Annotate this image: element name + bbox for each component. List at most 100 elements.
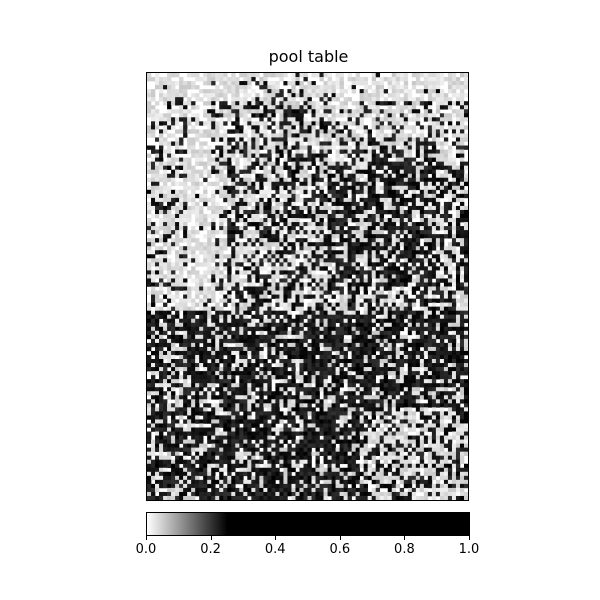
heatmap-cell <box>155 213 160 219</box>
heatmap-cell <box>383 322 389 328</box>
heatmap-cell <box>327 73 332 78</box>
heatmap-cell <box>151 77 156 82</box>
heatmap-cell <box>455 173 461 179</box>
heatmap-cell <box>391 201 397 207</box>
heatmap-cell <box>435 306 441 311</box>
heatmap-cell <box>327 282 332 287</box>
heatmap-cell <box>447 302 453 307</box>
heatmap-cell <box>371 181 377 187</box>
heatmap-cell <box>359 367 364 372</box>
heatmap-cell <box>363 334 368 340</box>
heatmap-cell <box>431 322 437 328</box>
heatmap-cell <box>419 101 425 106</box>
heatmap-cell <box>215 314 220 320</box>
heatmap-cell <box>271 197 276 203</box>
heatmap-cell <box>451 141 457 146</box>
heatmap-cell <box>243 318 248 324</box>
heatmap-cell <box>399 177 405 183</box>
heatmap-cell <box>459 363 465 368</box>
heatmap-cell <box>359 137 364 142</box>
heatmap-cell <box>367 250 372 255</box>
heatmap-cell <box>211 359 216 364</box>
heatmap-cell <box>427 322 433 328</box>
heatmap-cell <box>359 113 364 118</box>
heatmap-cell <box>447 213 453 219</box>
heatmap-cell <box>175 189 180 195</box>
heatmap-cell <box>319 105 324 110</box>
heatmap-cell <box>307 189 312 195</box>
heatmap-cell <box>219 254 224 259</box>
heatmap-cell <box>219 262 224 267</box>
heatmap-cell <box>371 153 377 158</box>
heatmap-cell <box>239 342 244 348</box>
heatmap-cell <box>251 185 256 191</box>
heatmap-cell <box>279 77 284 82</box>
heatmap-cell <box>443 346 449 352</box>
heatmap-cell <box>159 89 164 94</box>
heatmap-cell <box>171 125 176 130</box>
heatmap-cell <box>159 330 164 336</box>
heatmap-cell <box>375 101 381 106</box>
heatmap-cell <box>155 137 160 142</box>
heatmap-cell <box>327 117 332 122</box>
heatmap-cell <box>295 294 300 299</box>
heatmap-cell <box>255 246 260 251</box>
heatmap-cell <box>155 258 160 263</box>
heatmap-cell <box>323 226 328 231</box>
heatmap-cell <box>295 209 300 215</box>
heatmap-cell <box>395 318 401 324</box>
heatmap-cell <box>243 153 248 158</box>
heatmap-cell <box>163 238 168 243</box>
heatmap-cell <box>339 290 344 295</box>
heatmap-cell <box>183 334 188 340</box>
heatmap-cell <box>271 274 276 279</box>
heatmap-cell <box>375 209 381 215</box>
heatmap-cell <box>427 274 433 279</box>
heatmap-cell <box>403 302 409 307</box>
heatmap-cell <box>219 185 224 191</box>
heatmap-cell <box>355 318 360 324</box>
heatmap-cell <box>203 101 208 106</box>
heatmap-cell <box>343 97 348 102</box>
heatmap-cell <box>331 218 336 223</box>
heatmap-cell <box>375 294 381 299</box>
heatmap-cell <box>307 350 312 356</box>
heatmap-cell <box>371 230 377 235</box>
heatmap-cell <box>235 117 240 122</box>
heatmap-cell <box>191 230 196 235</box>
heatmap-cell <box>259 161 264 166</box>
heatmap-cell <box>159 218 164 223</box>
heatmap-cell <box>415 177 421 183</box>
heatmap-cell <box>319 246 324 251</box>
heatmap-cell <box>247 189 252 195</box>
heatmap-cell <box>379 266 385 271</box>
heatmap-cell <box>363 137 368 142</box>
heatmap-cell <box>363 153 368 158</box>
heatmap-cell <box>155 173 160 179</box>
heatmap-cell <box>439 185 445 191</box>
heatmap-cell <box>151 129 156 134</box>
heatmap-cell <box>383 222 389 227</box>
heatmap-cell <box>415 350 421 356</box>
heatmap-cell <box>243 354 248 360</box>
heatmap-cell <box>239 270 244 275</box>
heatmap-cell <box>219 89 224 94</box>
heatmap-cell <box>287 330 292 336</box>
heatmap-cell <box>251 153 256 158</box>
heatmap-cell <box>367 197 372 203</box>
heatmap-cell <box>363 222 368 227</box>
heatmap-cell <box>299 109 304 114</box>
heatmap-cell <box>259 230 264 235</box>
heatmap-cell <box>211 290 216 295</box>
heatmap-cell <box>339 242 344 247</box>
heatmap-cell <box>183 318 188 324</box>
heatmap-cell <box>271 81 276 86</box>
heatmap-cell <box>331 322 336 328</box>
heatmap-cell <box>427 262 433 267</box>
heatmap-cell <box>219 149 224 154</box>
heatmap-cell <box>327 258 332 263</box>
heatmap-cell <box>175 213 180 219</box>
heatmap-cell <box>435 334 441 340</box>
heatmap-cell <box>171 363 176 368</box>
heatmap-cell <box>311 125 316 130</box>
